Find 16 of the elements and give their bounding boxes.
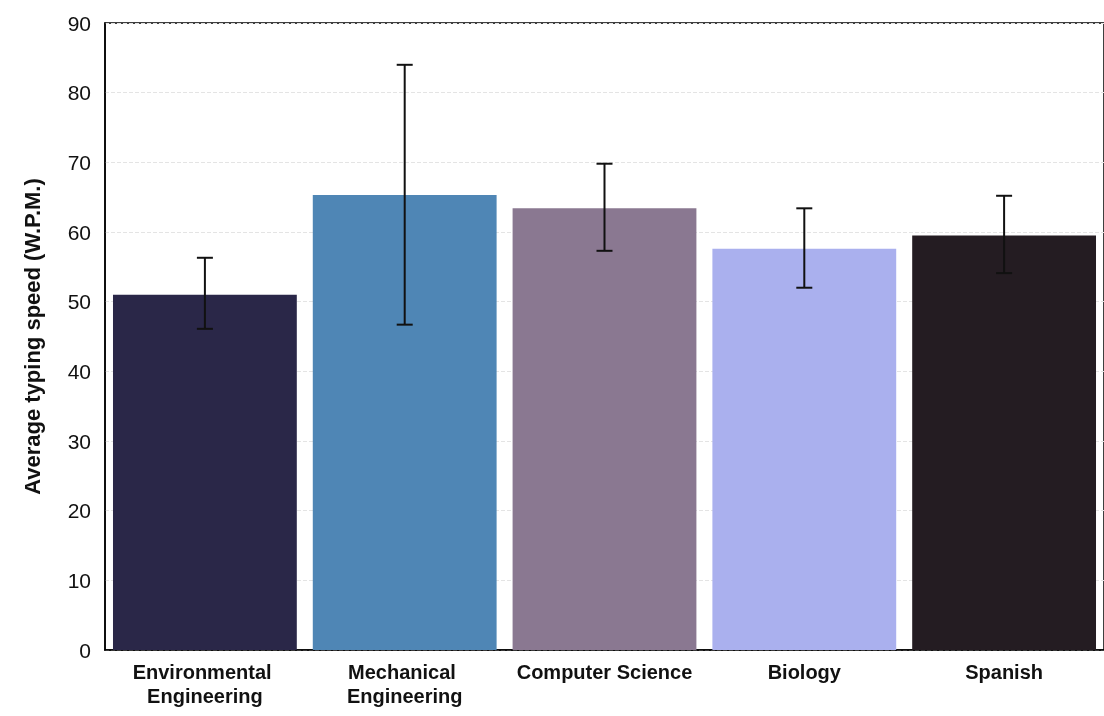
y-tick-label: 10 xyxy=(67,568,91,592)
y-tick-label: 20 xyxy=(67,499,91,523)
y-tick-label: 70 xyxy=(67,150,91,174)
y-tick-label: 50 xyxy=(67,290,91,314)
x-tick-label: Biology xyxy=(767,661,842,683)
y-tick-label: 40 xyxy=(67,359,91,383)
y-tick-label: 90 xyxy=(67,11,91,35)
x-tick-label: Spanish xyxy=(965,661,1043,683)
x-tick-label: Environmental Engineering xyxy=(132,661,278,707)
y-tick-label: 0 xyxy=(79,638,91,662)
y-tick-label: 30 xyxy=(67,429,91,453)
x-tick-label: Computer Science xyxy=(516,661,693,683)
y-axis-title: Average typing speed (W.P.M.) xyxy=(19,178,45,495)
y-tick-label: 80 xyxy=(67,81,91,105)
x-tick-label: Mechanical Engineering xyxy=(346,661,463,707)
y-tick-label: 60 xyxy=(67,220,91,244)
